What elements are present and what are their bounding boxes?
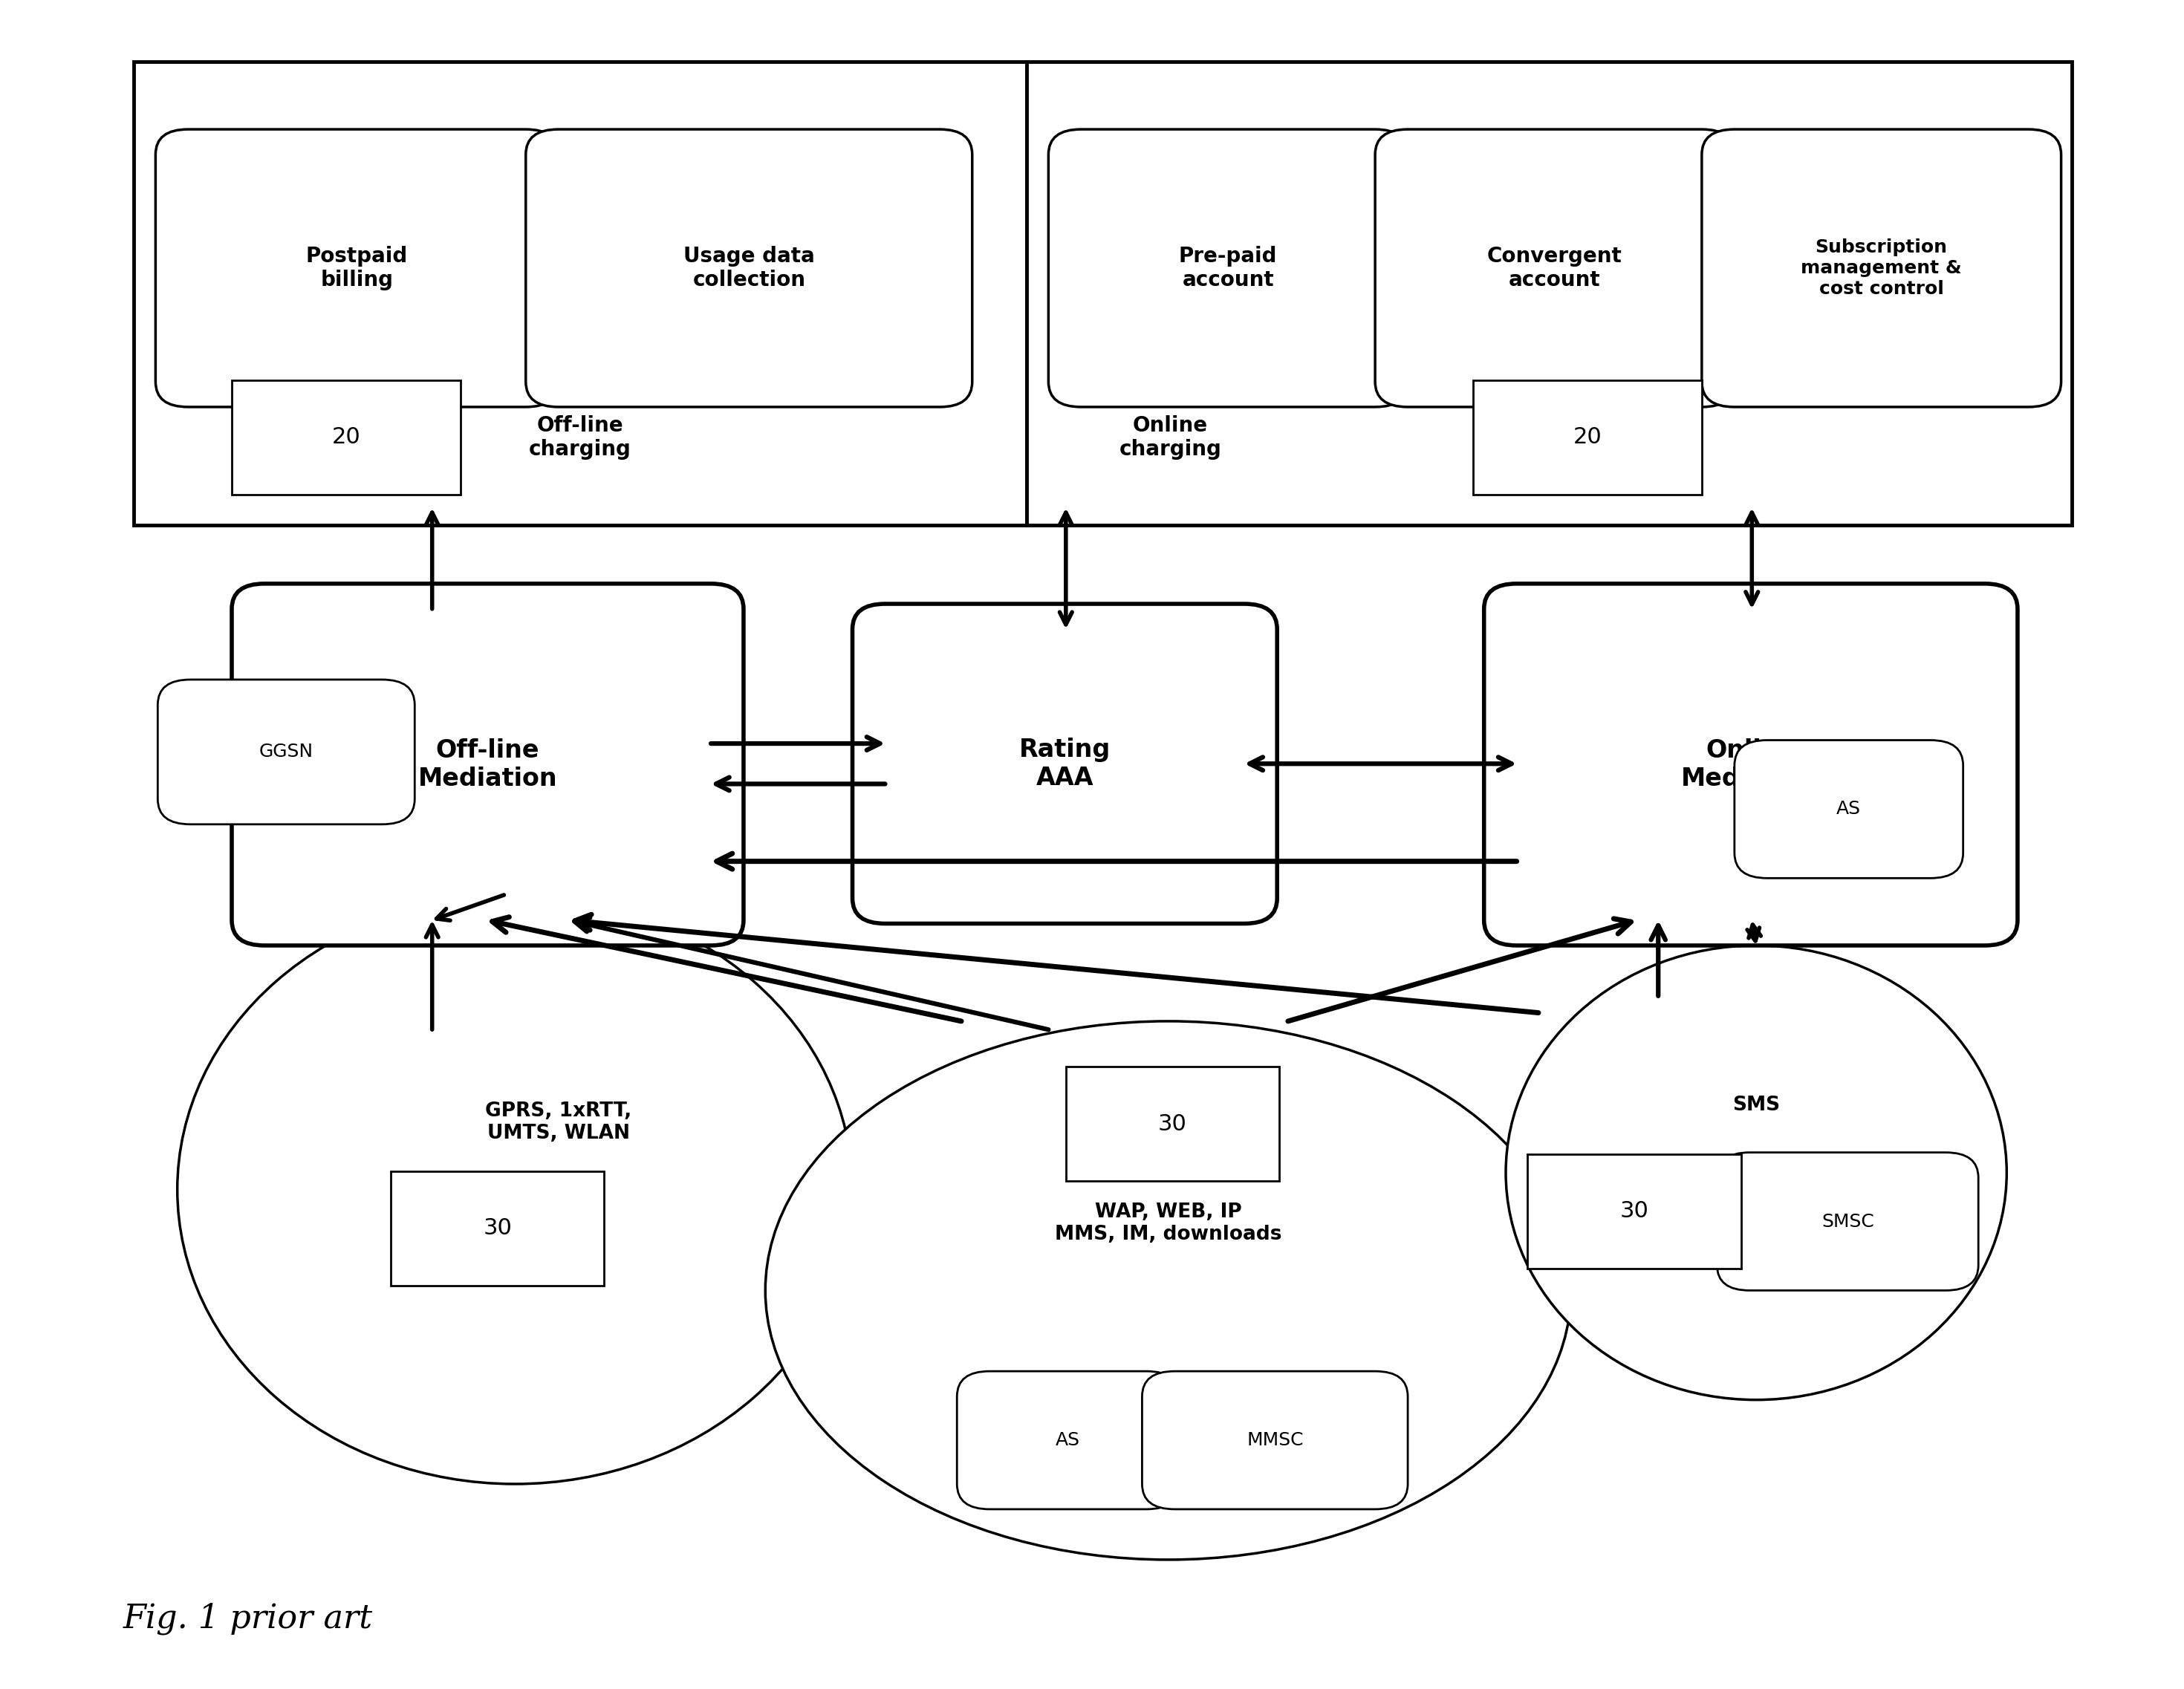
Text: Rating
AAA: Rating AAA bbox=[1020, 738, 1109, 790]
FancyBboxPatch shape bbox=[1474, 380, 1701, 495]
Text: Pre-paid
account: Pre-paid account bbox=[1179, 245, 1278, 291]
Ellipse shape bbox=[764, 1022, 1570, 1559]
FancyBboxPatch shape bbox=[232, 380, 461, 495]
FancyBboxPatch shape bbox=[526, 130, 972, 407]
Text: Off-line
charging: Off-line charging bbox=[529, 415, 631, 459]
FancyBboxPatch shape bbox=[232, 584, 743, 946]
Text: GGSN: GGSN bbox=[260, 743, 312, 760]
FancyBboxPatch shape bbox=[1527, 1154, 1741, 1268]
Text: Off-line
Mediation: Off-line Mediation bbox=[417, 738, 557, 790]
FancyBboxPatch shape bbox=[1048, 130, 1409, 407]
FancyBboxPatch shape bbox=[852, 605, 1278, 924]
Text: Subscription
management &
cost control: Subscription management & cost control bbox=[1802, 238, 1961, 297]
Text: WAP, WEB, IP
MMS, IM, downloads: WAP, WEB, IP MMS, IM, downloads bbox=[1055, 1203, 1282, 1243]
Text: 30: 30 bbox=[1621, 1201, 1649, 1223]
FancyBboxPatch shape bbox=[1376, 130, 1734, 407]
Text: 30: 30 bbox=[483, 1218, 511, 1240]
Text: MMSC: MMSC bbox=[1247, 1431, 1304, 1449]
FancyBboxPatch shape bbox=[1066, 1067, 1280, 1181]
Text: Online
Mediation: Online Mediation bbox=[1682, 738, 1821, 790]
Text: 20: 20 bbox=[1572, 427, 1601, 448]
Text: 20: 20 bbox=[332, 427, 360, 448]
Text: AS: AS bbox=[1055, 1431, 1081, 1449]
FancyBboxPatch shape bbox=[133, 62, 1026, 525]
FancyBboxPatch shape bbox=[957, 1371, 1179, 1510]
Text: Postpaid
billing: Postpaid billing bbox=[306, 245, 408, 291]
FancyBboxPatch shape bbox=[155, 130, 559, 407]
FancyBboxPatch shape bbox=[1026, 62, 2073, 525]
Text: SMSC: SMSC bbox=[1821, 1213, 1874, 1230]
FancyBboxPatch shape bbox=[157, 679, 415, 824]
Text: Online
charging: Online charging bbox=[1118, 415, 1221, 459]
FancyBboxPatch shape bbox=[1142, 1371, 1409, 1510]
Text: Convergent
account: Convergent account bbox=[1487, 245, 1623, 291]
FancyBboxPatch shape bbox=[1734, 740, 1963, 878]
FancyBboxPatch shape bbox=[1701, 130, 2062, 407]
Text: 30: 30 bbox=[1158, 1113, 1188, 1135]
FancyBboxPatch shape bbox=[1717, 1152, 1979, 1290]
Text: SMS: SMS bbox=[1732, 1096, 1780, 1115]
Text: Usage data
collection: Usage data collection bbox=[684, 245, 815, 291]
Ellipse shape bbox=[177, 895, 852, 1485]
Text: AS: AS bbox=[1837, 801, 1861, 817]
Ellipse shape bbox=[1505, 946, 2007, 1400]
Text: Fig. 1 prior art: Fig. 1 prior art bbox=[122, 1603, 373, 1635]
FancyBboxPatch shape bbox=[1483, 584, 2018, 946]
FancyBboxPatch shape bbox=[391, 1170, 605, 1285]
Text: GPRS, 1xRTT,
UMTS, WLAN: GPRS, 1xRTT, UMTS, WLAN bbox=[485, 1101, 631, 1143]
